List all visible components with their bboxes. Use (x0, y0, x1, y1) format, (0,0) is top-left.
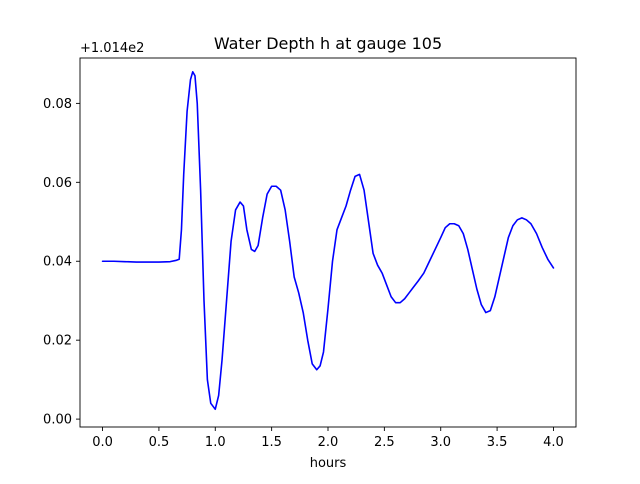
x-tick-label: 4.0 (543, 435, 564, 450)
y-tick-label: 0.06 (43, 176, 72, 191)
y-axis-offset-text: +1.014e2 (80, 41, 144, 56)
chart-title: Water Depth h at gauge 105 (214, 34, 442, 53)
x-tick-label: 2.5 (374, 435, 395, 450)
x-tick-label: 1.0 (205, 435, 226, 450)
x-tick-label: 0.0 (92, 435, 113, 450)
plot-area (80, 58, 576, 427)
y-tick-label: 0.00 (43, 413, 72, 428)
x-tick-label: 2.0 (318, 435, 339, 450)
series-line-0 (101, 71, 555, 411)
series-layer (101, 71, 555, 411)
x-tick-label: 1.5 (261, 435, 282, 450)
y-tick-label: 0.04 (43, 255, 72, 270)
x-tick-label: 3.5 (487, 435, 508, 450)
y-tick-label: 0.08 (43, 97, 72, 112)
x-axis-title: hours (310, 456, 347, 471)
plot-background (80, 58, 576, 427)
x-tick-label: 3.0 (430, 435, 451, 450)
y-tick-label: 0.02 (43, 334, 72, 349)
axes: 0.0 0.5 1.0 1.5 2.0 2.5 3.0 3.5 4.0 0.00 0.02 0.04 0… (43, 57, 577, 450)
x-tick-label: 0.5 (149, 435, 170, 450)
